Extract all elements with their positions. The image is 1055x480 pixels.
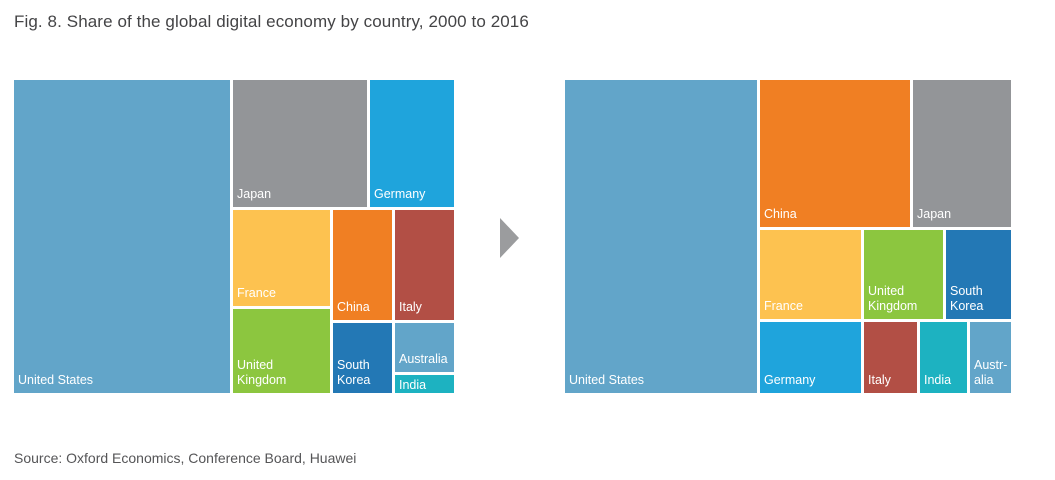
tile-label: South Korea (337, 358, 371, 387)
tile-label: Austr- alia (974, 358, 1008, 387)
tile-au-2016: Austr- alia (970, 322, 1011, 393)
tile-label: Japan (917, 207, 952, 221)
tile-label: India (399, 378, 427, 392)
tile-in-2016: India (920, 322, 967, 393)
tile-kr-2000: South Korea (333, 323, 392, 393)
tile-cn-2016: China (760, 80, 910, 227)
tile-label: China (764, 207, 797, 221)
tile-label: United Kingdom (237, 358, 287, 387)
tile-label: United States (569, 373, 645, 387)
tile-label: South Korea (950, 284, 984, 313)
tile-fr-2016: France (760, 230, 861, 319)
tile-it-2000: Italy (395, 210, 454, 320)
tile-label: Italy (868, 373, 891, 387)
tile-kr-2016: South Korea (946, 230, 1011, 319)
tile-label: Germany (374, 187, 426, 201)
tile-cn-2000: China (333, 210, 392, 320)
tile-us-2016: United States (565, 80, 757, 393)
tile-uk-2000: United Kingdom (233, 309, 330, 393)
tile-label: Australia (399, 352, 448, 366)
tile-jp-2016: Japan (913, 80, 1011, 227)
tile-label: France (237, 286, 276, 300)
source-note: Source: Oxford Economics, Conference Boa… (14, 450, 357, 466)
tile-label: India (924, 373, 952, 387)
chart-title: Fig. 8. Share of the global digital econ… (14, 12, 529, 31)
tile-jp-2000: Japan (233, 80, 367, 207)
tile-de-2016: Germany (760, 322, 861, 393)
tile-label: Japan (237, 187, 272, 201)
arrow-right-icon (500, 218, 519, 258)
tile-it-2016: Italy (864, 322, 917, 393)
tile-label: China (337, 300, 370, 314)
tile-label: United Kingdom (868, 284, 918, 313)
tile-label: United States (18, 373, 94, 387)
tile-label: France (764, 299, 803, 313)
tile-de-2000: Germany (370, 80, 454, 207)
tile-in-2000: India (395, 375, 454, 393)
tile-us-2000: United States (14, 80, 230, 393)
tile-au-2000: Australia (395, 323, 454, 372)
tile-fr-2000: France (233, 210, 330, 306)
tile-uk-2016: United Kingdom (864, 230, 943, 319)
tile-label: Italy (399, 300, 422, 314)
tile-label: Germany (764, 373, 816, 387)
